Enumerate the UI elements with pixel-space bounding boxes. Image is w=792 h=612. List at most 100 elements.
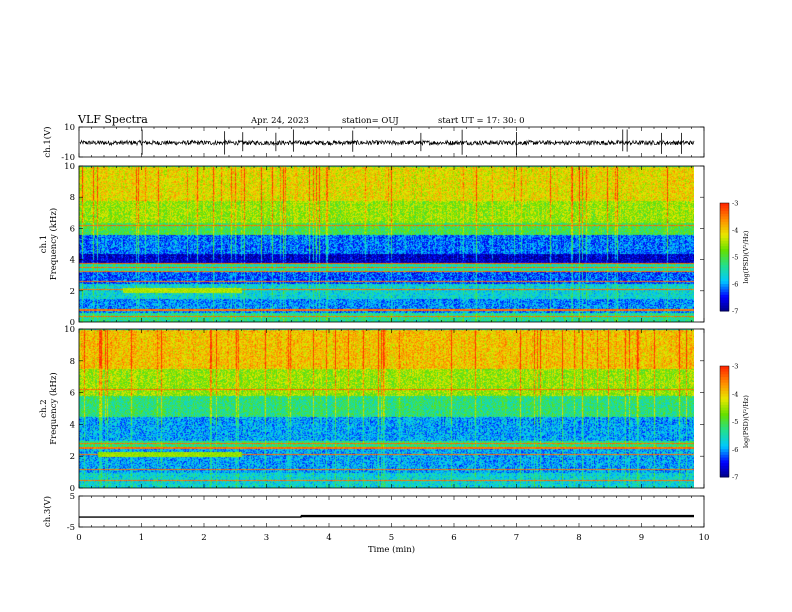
ch2-spectrogram-colorbar-segment — [720, 377, 729, 381]
ch2-spectrogram-colorbar-segment — [720, 390, 729, 395]
ch1-spectrogram-colorbar-segment — [720, 238, 729, 242]
ch1-spectrogram-colorbar-segment — [720, 300, 729, 304]
x-tick-label: 3 — [264, 533, 269, 543]
ch1-spectrogram-colorbar-segment — [720, 213, 729, 217]
x-tick-label: 7 — [514, 533, 519, 543]
ch2-spectrogram-colorbar-segment — [720, 388, 729, 392]
ch1-spectrogram-colorbar-segment — [720, 219, 729, 223]
y-tick-label: 0 — [70, 484, 75, 494]
ch2-spectrogram-colorbar-segment — [720, 429, 729, 434]
ch2-spectrogram-colorbar-segment — [720, 432, 729, 436]
ch1-spectrogram-colorbar-segment — [720, 262, 729, 266]
ch1-spectrogram-colorbar-segment — [720, 205, 729, 209]
ch1-spectrogram-ylabel: Frequency (kHz) — [48, 208, 59, 280]
y-tick-label: 6 — [70, 224, 75, 234]
ch3-level-trace — [79, 515, 694, 518]
y-tick-label: 4 — [70, 256, 75, 266]
ch1-spectrogram-colorbar-segment — [720, 278, 729, 282]
ch2-spectrogram-colorbar-segment — [720, 465, 729, 470]
ch1-spectrogram-colorbar-segment — [720, 230, 729, 234]
ch1-spectrogram-canvas — [79, 166, 694, 322]
ch2-spectrogram-colorbar-segment — [720, 446, 729, 450]
y-tick-label: -10 — [61, 153, 75, 163]
ch1-spectrogram-colorbar-segment — [720, 270, 729, 274]
ch1-spectrogram-colorbar-segment — [720, 292, 729, 296]
ch1-spectrogram-ylabel: ch.1 — [39, 235, 49, 253]
x-tick-label: 9 — [639, 533, 644, 543]
ch1-spectrogram-colorbar-segment — [720, 251, 729, 255]
ch2-spectrogram-colorbar-tick: -5 — [732, 418, 738, 426]
ch2-spectrogram-colorbar-segment — [720, 396, 729, 400]
x-tick-label: 1 — [139, 533, 144, 543]
y-tick-label: -5 — [67, 523, 75, 533]
y-tick-label: 8 — [70, 193, 75, 203]
ch2-spectrogram-colorbar-segment — [720, 393, 729, 398]
ch1-spectrogram-colorbar-segment — [720, 243, 729, 247]
ch1-spectrogram-colorbar-segment — [720, 227, 729, 231]
ch1-spectrogram-colorbar-segment — [720, 286, 729, 290]
ch1-spectrogram-colorbar-segment — [720, 216, 729, 220]
ch1-spectrogram-colorbar-segment — [720, 294, 729, 298]
x-axis-title: Time (min) — [368, 544, 415, 555]
ch2-spectrogram-colorbar-segment — [720, 407, 729, 411]
ch2-spectrogram-colorbar-segment — [720, 468, 729, 472]
ch2-spectrogram-colorbar-segment — [720, 424, 729, 428]
ch2-spectrogram-colorbar-segment — [720, 385, 729, 389]
ch1-spectrogram-colorbar-segment — [720, 267, 729, 271]
ch1-spectrogram-colorbar-tick: -4 — [732, 227, 738, 235]
y-tick-label: 0 — [70, 318, 75, 328]
y-tick-label: 10 — [64, 123, 75, 133]
ch2-spectrogram-colorbar-segment — [720, 371, 729, 375]
ch1-spectrogram-colorbar-segment — [720, 224, 729, 228]
ch2-spectrogram-colorbar-segment — [720, 452, 729, 456]
ch2-spectrogram-colorbar-segment — [720, 438, 729, 442]
ch2-spectrogram-colorbar-segment — [720, 421, 729, 425]
x-tick-label: 4 — [326, 533, 331, 543]
ch1-spectrogram-colorbar-segment — [720, 281, 729, 285]
x-tick-label: 2 — [201, 533, 206, 543]
ch3-level-frame — [78, 495, 705, 528]
y-tick-label: 5 — [70, 492, 75, 502]
ch2-spectrogram-colorbar-segment — [720, 410, 729, 414]
ch1-spectrogram-colorbar-segment — [720, 235, 729, 239]
ch1-spectrogram-colorbar — [719, 202, 730, 312]
y-tick-label: 10 — [64, 162, 75, 172]
y-tick-label: 4 — [70, 420, 75, 430]
ch2-spectrogram-colorbar-segment — [720, 449, 729, 453]
ch1-waveform-trace — [79, 139, 695, 147]
y-tick-label: 2 — [70, 452, 75, 462]
ch1-spectrogram-colorbar-segment — [720, 208, 729, 212]
ch2-spectrogram-colorbar-tick: -3 — [732, 363, 738, 371]
x-tick-label: 5 — [389, 533, 394, 543]
ch2-spectrogram-colorbar-segment — [720, 418, 729, 422]
y-tick-label: 8 — [70, 357, 75, 367]
ch2-spectrogram-ylabel: Frequency (kHz) — [48, 372, 59, 444]
x-tick-label: 6 — [451, 533, 456, 543]
ch1-spectrogram-colorbar-segment — [720, 273, 729, 277]
ch2-spectrogram-colorbar-tick: -6 — [732, 446, 738, 454]
ch2-spectrogram-colorbar — [719, 365, 730, 478]
ch1-spectrogram-colorbar-segment — [720, 254, 729, 258]
ch1-spectrogram-colorbar-segment — [720, 284, 729, 288]
ch1-spectrogram-colorbar-segment — [720, 240, 729, 244]
y-tick-label: 6 — [70, 389, 75, 399]
ch2-spectrogram-colorbar-segment — [720, 415, 729, 420]
ch1-spectrogram-colorbar-tick: -7 — [732, 308, 738, 316]
ch1-spectrogram-colorbar-label: log(PSD)(V²/Hz) — [742, 230, 750, 283]
ch2-spectrogram-colorbar-segment — [720, 404, 729, 409]
ch1-spectrogram-colorbar-segment — [720, 232, 729, 236]
ch2-spectrogram-ylabel: ch.2 — [39, 399, 49, 417]
ch2-spectrogram-colorbar-segment — [720, 413, 729, 417]
ch2-spectrogram-colorbar-segment — [720, 399, 729, 403]
ch2-spectrogram-colorbar-segment — [720, 471, 729, 475]
ch1-waveform-ylabel: ch.1(V) — [42, 126, 53, 157]
ch1-spectrogram-colorbar-segment — [720, 265, 729, 269]
ch2-spectrogram-colorbar-segment — [720, 440, 729, 445]
ch1-spectrogram-colorbar-segment — [720, 257, 729, 261]
station-label: station= OUJ — [342, 116, 399, 126]
ch1-spectrogram-colorbar-tick: -3 — [732, 200, 738, 208]
date-label: Apr. 24, 2023 — [250, 116, 309, 126]
ch2-spectrogram-colorbar-segment — [720, 474, 729, 478]
ch1-spectrogram-colorbar-segment — [720, 203, 729, 207]
